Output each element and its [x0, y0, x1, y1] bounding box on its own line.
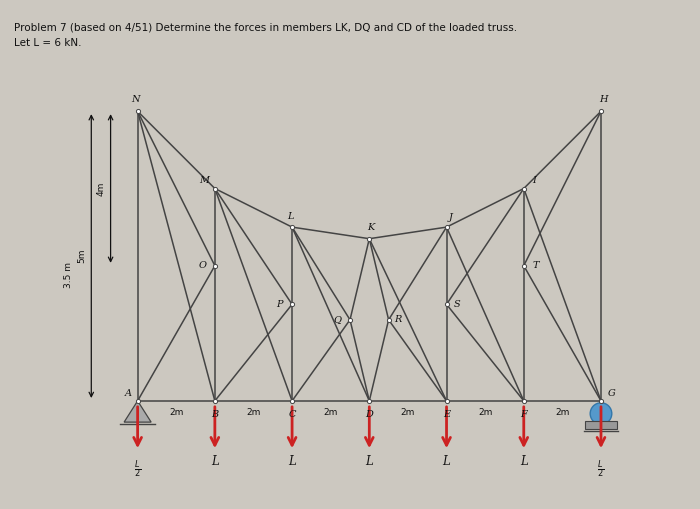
Text: L: L: [288, 455, 296, 468]
FancyBboxPatch shape: [584, 421, 617, 430]
Text: I: I: [532, 176, 536, 184]
Text: 3.5 m: 3.5 m: [64, 262, 73, 289]
Polygon shape: [124, 401, 151, 422]
Text: 5m: 5m: [77, 249, 86, 263]
Text: R: R: [395, 315, 402, 324]
Text: P: P: [276, 300, 283, 309]
Text: L: L: [520, 455, 528, 468]
Circle shape: [590, 403, 612, 425]
Text: K: K: [368, 223, 375, 233]
Text: C: C: [288, 410, 296, 419]
Text: S: S: [454, 300, 460, 309]
Text: 2m: 2m: [555, 408, 570, 417]
Text: M: M: [199, 176, 209, 184]
Text: Q: Q: [334, 315, 342, 324]
Text: L: L: [211, 455, 218, 468]
Text: N: N: [132, 95, 140, 104]
Text: Problem 7 (based on 4/51) Determine the forces in members LK, DQ and CD of the l: Problem 7 (based on 4/51) Determine the …: [14, 23, 517, 33]
Text: $\frac{L}{2}$: $\frac{L}{2}$: [597, 458, 605, 479]
Text: A: A: [125, 389, 132, 399]
Text: L: L: [287, 212, 293, 221]
Text: J: J: [449, 213, 452, 222]
Text: Let L = 6 kN.: Let L = 6 kN.: [14, 38, 81, 48]
Text: 2m: 2m: [323, 408, 338, 417]
Text: L: L: [365, 455, 373, 468]
Text: F: F: [520, 410, 527, 419]
Text: 4m: 4m: [97, 181, 106, 195]
Text: E: E: [443, 410, 450, 419]
Text: 2m: 2m: [400, 408, 415, 417]
Text: G: G: [608, 389, 616, 399]
Text: 2m: 2m: [169, 408, 183, 417]
Text: D: D: [365, 410, 373, 419]
Text: 2m: 2m: [478, 408, 492, 417]
Text: $\frac{L}{2}$: $\frac{L}{2}$: [134, 458, 141, 479]
Text: O: O: [199, 261, 206, 270]
Text: B: B: [211, 410, 218, 419]
Text: T: T: [532, 261, 538, 270]
Text: H: H: [598, 95, 607, 104]
Text: 2m: 2m: [246, 408, 260, 417]
Text: L: L: [442, 455, 450, 468]
